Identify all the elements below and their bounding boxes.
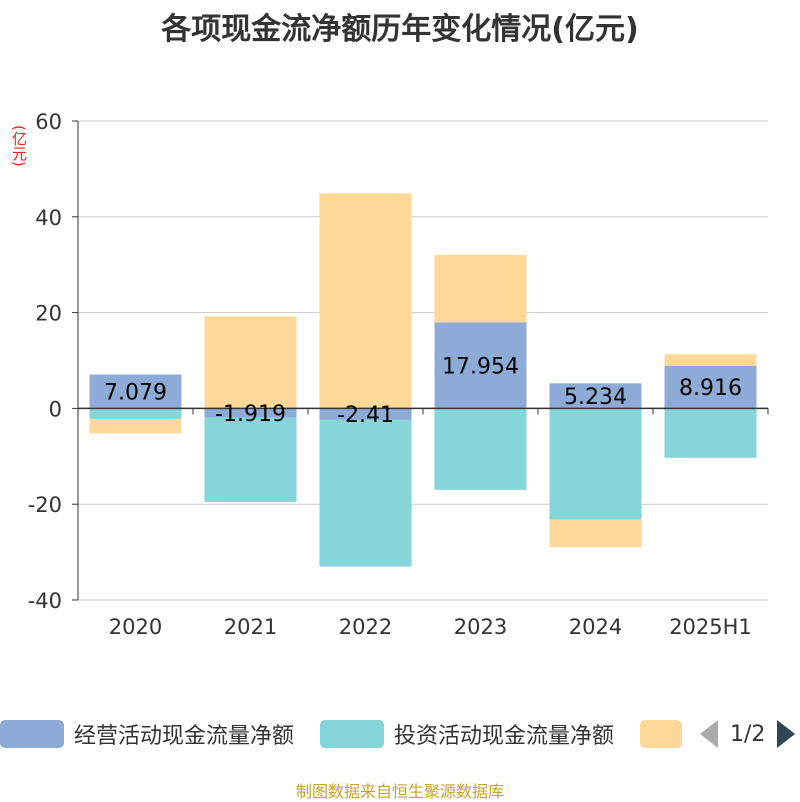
x-tick-label: 2020 — [109, 615, 162, 639]
bar-investing-2022 — [319, 419, 412, 567]
data-label: 8.916 — [679, 376, 742, 401]
bar-investing-2025H1 — [664, 408, 757, 458]
bar-operating-2024 — [549, 383, 642, 409]
legend-next-page-icon[interactable] — [777, 720, 796, 748]
bar-investing-2024 — [549, 408, 642, 520]
y-tick-label: -40 — [28, 589, 62, 613]
x-tick-label: 2022 — [339, 615, 392, 639]
x-tick-label: 2021 — [224, 615, 277, 639]
y-tick-label: 0 — [49, 397, 62, 421]
data-label: -1.919 — [215, 402, 286, 427]
data-label: -2.41 — [337, 403, 394, 428]
y-axis-unit: (亿元) — [10, 125, 28, 167]
bar-financing-2025H1 — [664, 354, 757, 366]
bar-investing-2021 — [204, 417, 297, 502]
y-tick-label: -20 — [28, 493, 62, 517]
bar-operating-2023 — [434, 322, 527, 409]
bar-financing-2020 — [89, 418, 182, 434]
x-tick-label: 2024 — [569, 615, 622, 639]
x-tick-label: 2023 — [454, 615, 507, 639]
data-source-note: 制图数据来自恒生聚源数据库 — [295, 782, 504, 801]
bar-operating-2025H1 — [664, 365, 757, 409]
y-tick-label: 60 — [35, 110, 62, 134]
legend-pager: 1/2 — [700, 712, 796, 756]
legend-label-operating: 经营活动现金流量净额 — [74, 724, 295, 749]
legend-item-financing[interactable] — [640, 712, 682, 756]
legend-swatch-operating — [0, 720, 64, 748]
legend-page-indicator: 1/2 — [730, 721, 766, 747]
legend-swatch-financing — [640, 720, 682, 748]
legend: 经营活动现金流量净额 投资活动现金流量净额 1/2 — [0, 712, 800, 756]
bar-investing-2020 — [89, 408, 182, 419]
bar-operating-2022 — [319, 408, 412, 420]
bar-operating-2020 — [89, 374, 182, 409]
bar-financing-2021 — [204, 316, 297, 409]
legend-item-investing[interactable]: 投资活动现金流量净额 — [320, 712, 614, 756]
bar-financing-2022 — [319, 193, 412, 409]
legend-label-investing: 投资活动现金流量净额 — [394, 724, 615, 749]
bar-financing-2023 — [434, 254, 527, 323]
legend-item-operating[interactable]: 经营活动现金流量净额 — [0, 712, 294, 756]
bar-financing-2024 — [549, 519, 642, 548]
bar-operating-2021 — [204, 408, 297, 418]
y-tick-label: 20 — [35, 302, 62, 326]
chart-title: 各项现金流净额历年变化情况(亿元) — [161, 12, 639, 47]
legend-prev-page-icon[interactable] — [700, 720, 718, 748]
y-tick-label: 40 — [35, 206, 62, 230]
x-tick-label: 2025H1 — [669, 615, 752, 639]
data-label: 5.234 — [564, 385, 627, 410]
data-label: 17.954 — [442, 354, 519, 379]
data-label: 7.079 — [104, 380, 167, 405]
bar-investing-2023 — [434, 408, 527, 490]
bar-chart: 60 40 20 0 -20 -40 2020 2021 2022 2023 2024 2025H1 7… — [28, 110, 769, 639]
legend-swatch-investing — [320, 720, 384, 748]
